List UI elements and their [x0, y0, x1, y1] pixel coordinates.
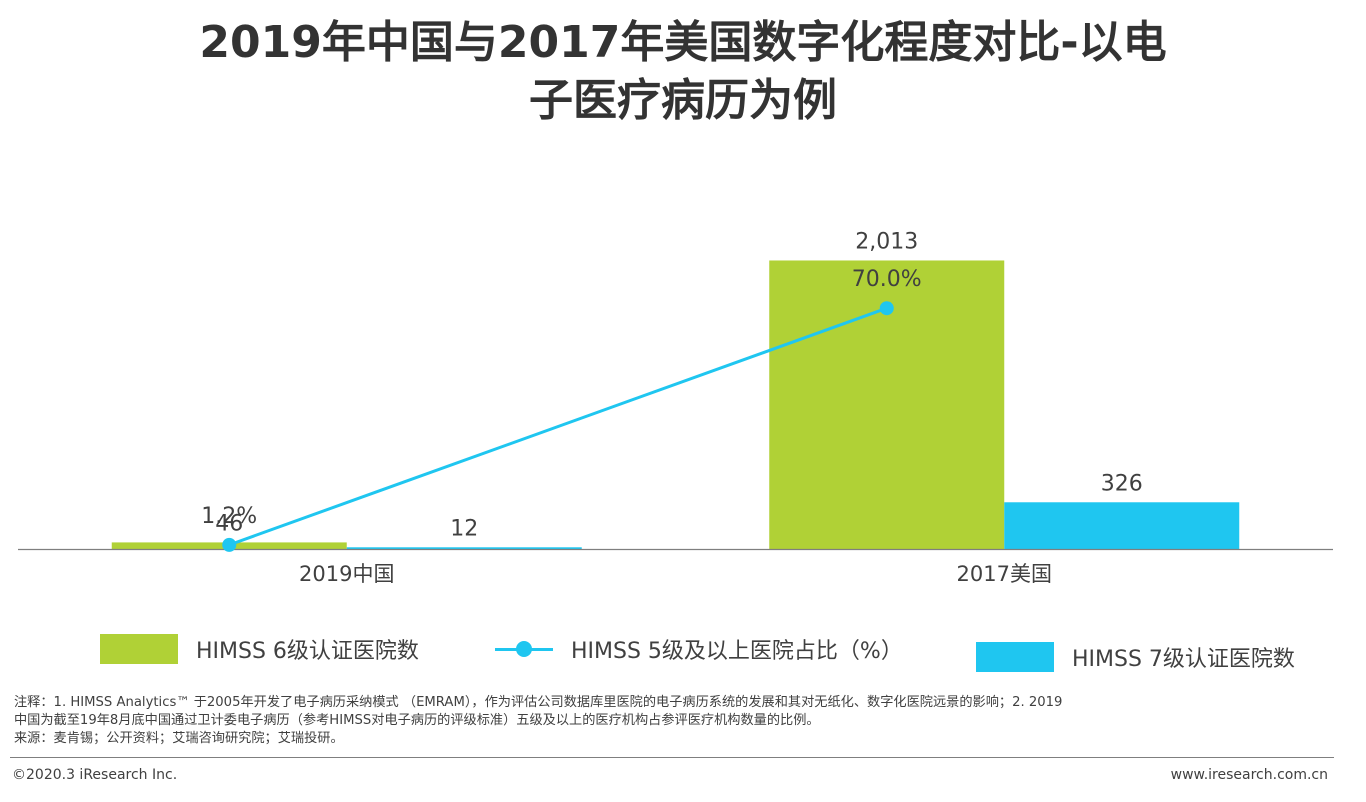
line-point-c1: [879, 301, 894, 316]
series-line-himss5-share: [228, 306, 888, 547]
bar-label-s0-c0: 46: [215, 511, 243, 536]
website-link[interactable]: www.iresearch.com.cn: [1170, 767, 1328, 783]
legend-swatch-himss5-share: [495, 634, 553, 664]
x-tick-label-2019: 2019中国: [299, 562, 394, 586]
legend-item-himss5-share: HIMSS 5级及以上医院占比（%）: [495, 633, 903, 665]
line-label-c1: 70.0%: [852, 267, 922, 292]
bar-s1-c0: [346, 547, 582, 549]
legend-swatch-himss7: [976, 642, 1054, 672]
copyright: ©2020.3 iResearch Inc.: [12, 767, 178, 783]
chart-title-line-1: 2019年中国与2017年美国数字化程度对比-以电: [199, 17, 1167, 68]
footer-divider: [10, 757, 1334, 758]
legend-label-himss7: HIMSS 7级认证医院数: [1072, 647, 1295, 672]
chart-area: 46 12 2,013 326 2019中国 2017美国 1.2% 70.0%: [18, 229, 1333, 586]
bar-s1-c1: [1004, 502, 1240, 549]
legend-label-himss5-share: HIMSS 5级及以上医院占比（%）: [571, 639, 903, 664]
legend-label-himss6: HIMSS 6级认证医院数: [196, 639, 419, 664]
source-line: 来源：麦肯锡；公开资料；艾瑞咨询研究院；艾瑞投研。: [14, 731, 344, 746]
line-point-c0: [222, 537, 237, 552]
footnotes: 注释：1. HIMSS Analytics™ 于2005年开发了电子病历采纳模式…: [14, 694, 1350, 748]
x-tick-label-2017: 2017美国: [957, 562, 1052, 586]
legend-item-himss6: HIMSS 6级认证医院数: [100, 633, 419, 665]
legend-item-himss7: HIMSS 7级认证医院数: [976, 641, 1295, 673]
legend-swatch-himss6: [100, 634, 178, 664]
footnote-line-2: 中国为截至19年8月底中国通过卫计委电子病历（参考HIMSS对电子病历的评级标准…: [14, 713, 820, 728]
bar-label-s1-c1: 326: [1101, 471, 1143, 496]
chart-title: 2019年中国与2017年美国数字化程度对比-以电 子医疗病历为例: [0, 14, 1366, 130]
line-label-c0: 1.2%: [201, 504, 257, 529]
chart-title-line-2: 子医疗病历为例: [529, 75, 837, 126]
bar-label-s1-c0: 12: [450, 516, 478, 541]
footnote-line-1: 注释：1. HIMSS Analytics™ 于2005年开发了电子病历采纳模式…: [14, 695, 1063, 710]
bar-label-s0-c1: 2,013: [855, 229, 918, 254]
